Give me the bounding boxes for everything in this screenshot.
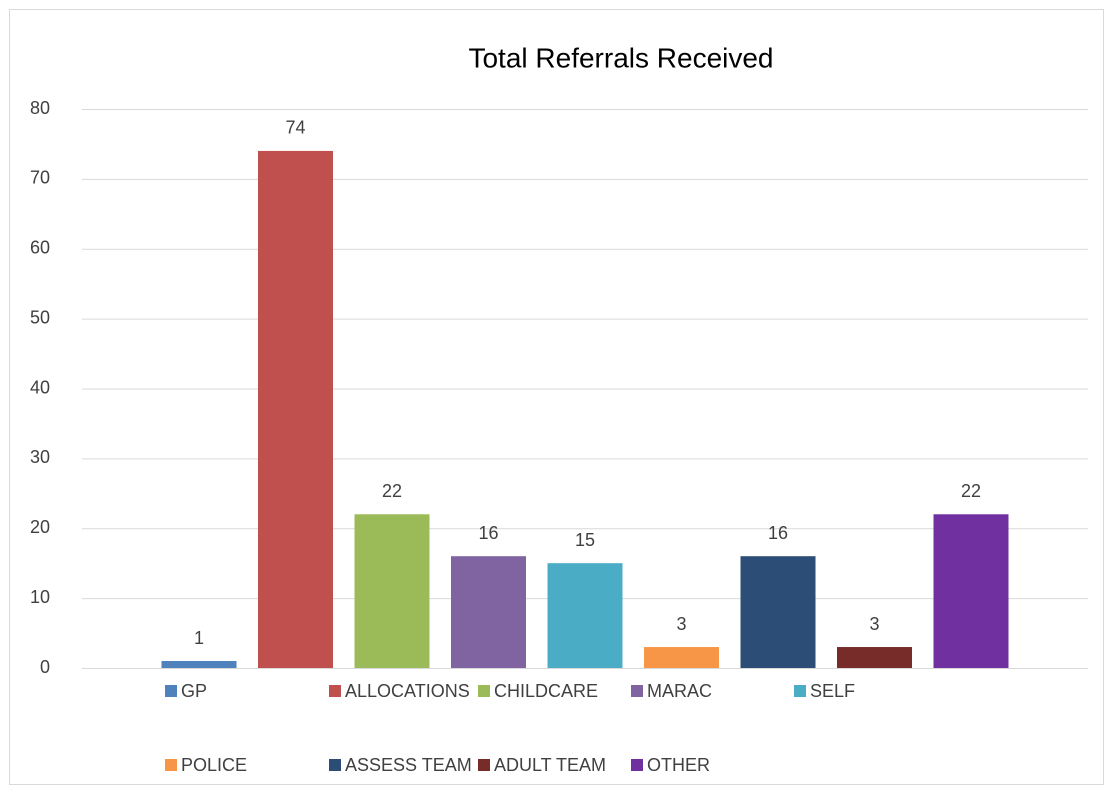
legend-label: SELF (810, 681, 855, 701)
data-label: 15 (575, 530, 595, 550)
legend-swatch (478, 759, 490, 771)
legend-label: ALLOCATIONS (345, 681, 470, 701)
legend-swatch (329, 685, 341, 697)
legend-label: CHILDCARE (494, 681, 598, 701)
bar (451, 556, 526, 668)
legend-label: MARAC (647, 681, 712, 701)
y-tick-label: 80 (30, 98, 50, 118)
data-label: 74 (285, 118, 305, 138)
y-tick-label: 30 (30, 447, 50, 467)
legend-swatch (631, 759, 643, 771)
y-tick-label: 10 (30, 587, 50, 607)
data-label: 3 (676, 614, 686, 634)
chart-title: Total Referrals Received (468, 42, 773, 73)
legend-label: ASSESS TEAM (345, 755, 472, 775)
bar (837, 647, 912, 668)
legend-label: GP (181, 681, 207, 701)
data-label: 16 (768, 523, 788, 543)
legend-label: POLICE (181, 755, 247, 775)
y-tick-label: 60 (30, 238, 50, 258)
data-label: 1 (194, 628, 204, 648)
legend-label: ADULT TEAM (494, 755, 606, 775)
data-label: 16 (478, 523, 498, 543)
data-label: 22 (961, 481, 981, 501)
y-tick-label: 20 (30, 517, 50, 537)
bar (933, 514, 1009, 668)
bar (547, 563, 623, 668)
y-tick-label: 70 (30, 168, 50, 188)
data-label: 3 (869, 614, 879, 634)
bar (258, 150, 333, 669)
bar (161, 661, 237, 668)
data-label: 22 (382, 481, 402, 501)
legend-swatch (165, 759, 177, 771)
legend-label: OTHER (647, 755, 710, 775)
legend-swatch (478, 685, 490, 697)
legend-swatch (794, 685, 806, 697)
legend-swatch (165, 685, 177, 697)
bar (644, 647, 719, 668)
bar (740, 556, 816, 668)
legend-swatch (631, 685, 643, 697)
legend-swatch (329, 759, 341, 771)
y-tick-label: 0 (40, 657, 50, 677)
bar (354, 514, 430, 668)
y-tick-label: 50 (30, 307, 50, 327)
y-tick-label: 40 (30, 377, 50, 397)
